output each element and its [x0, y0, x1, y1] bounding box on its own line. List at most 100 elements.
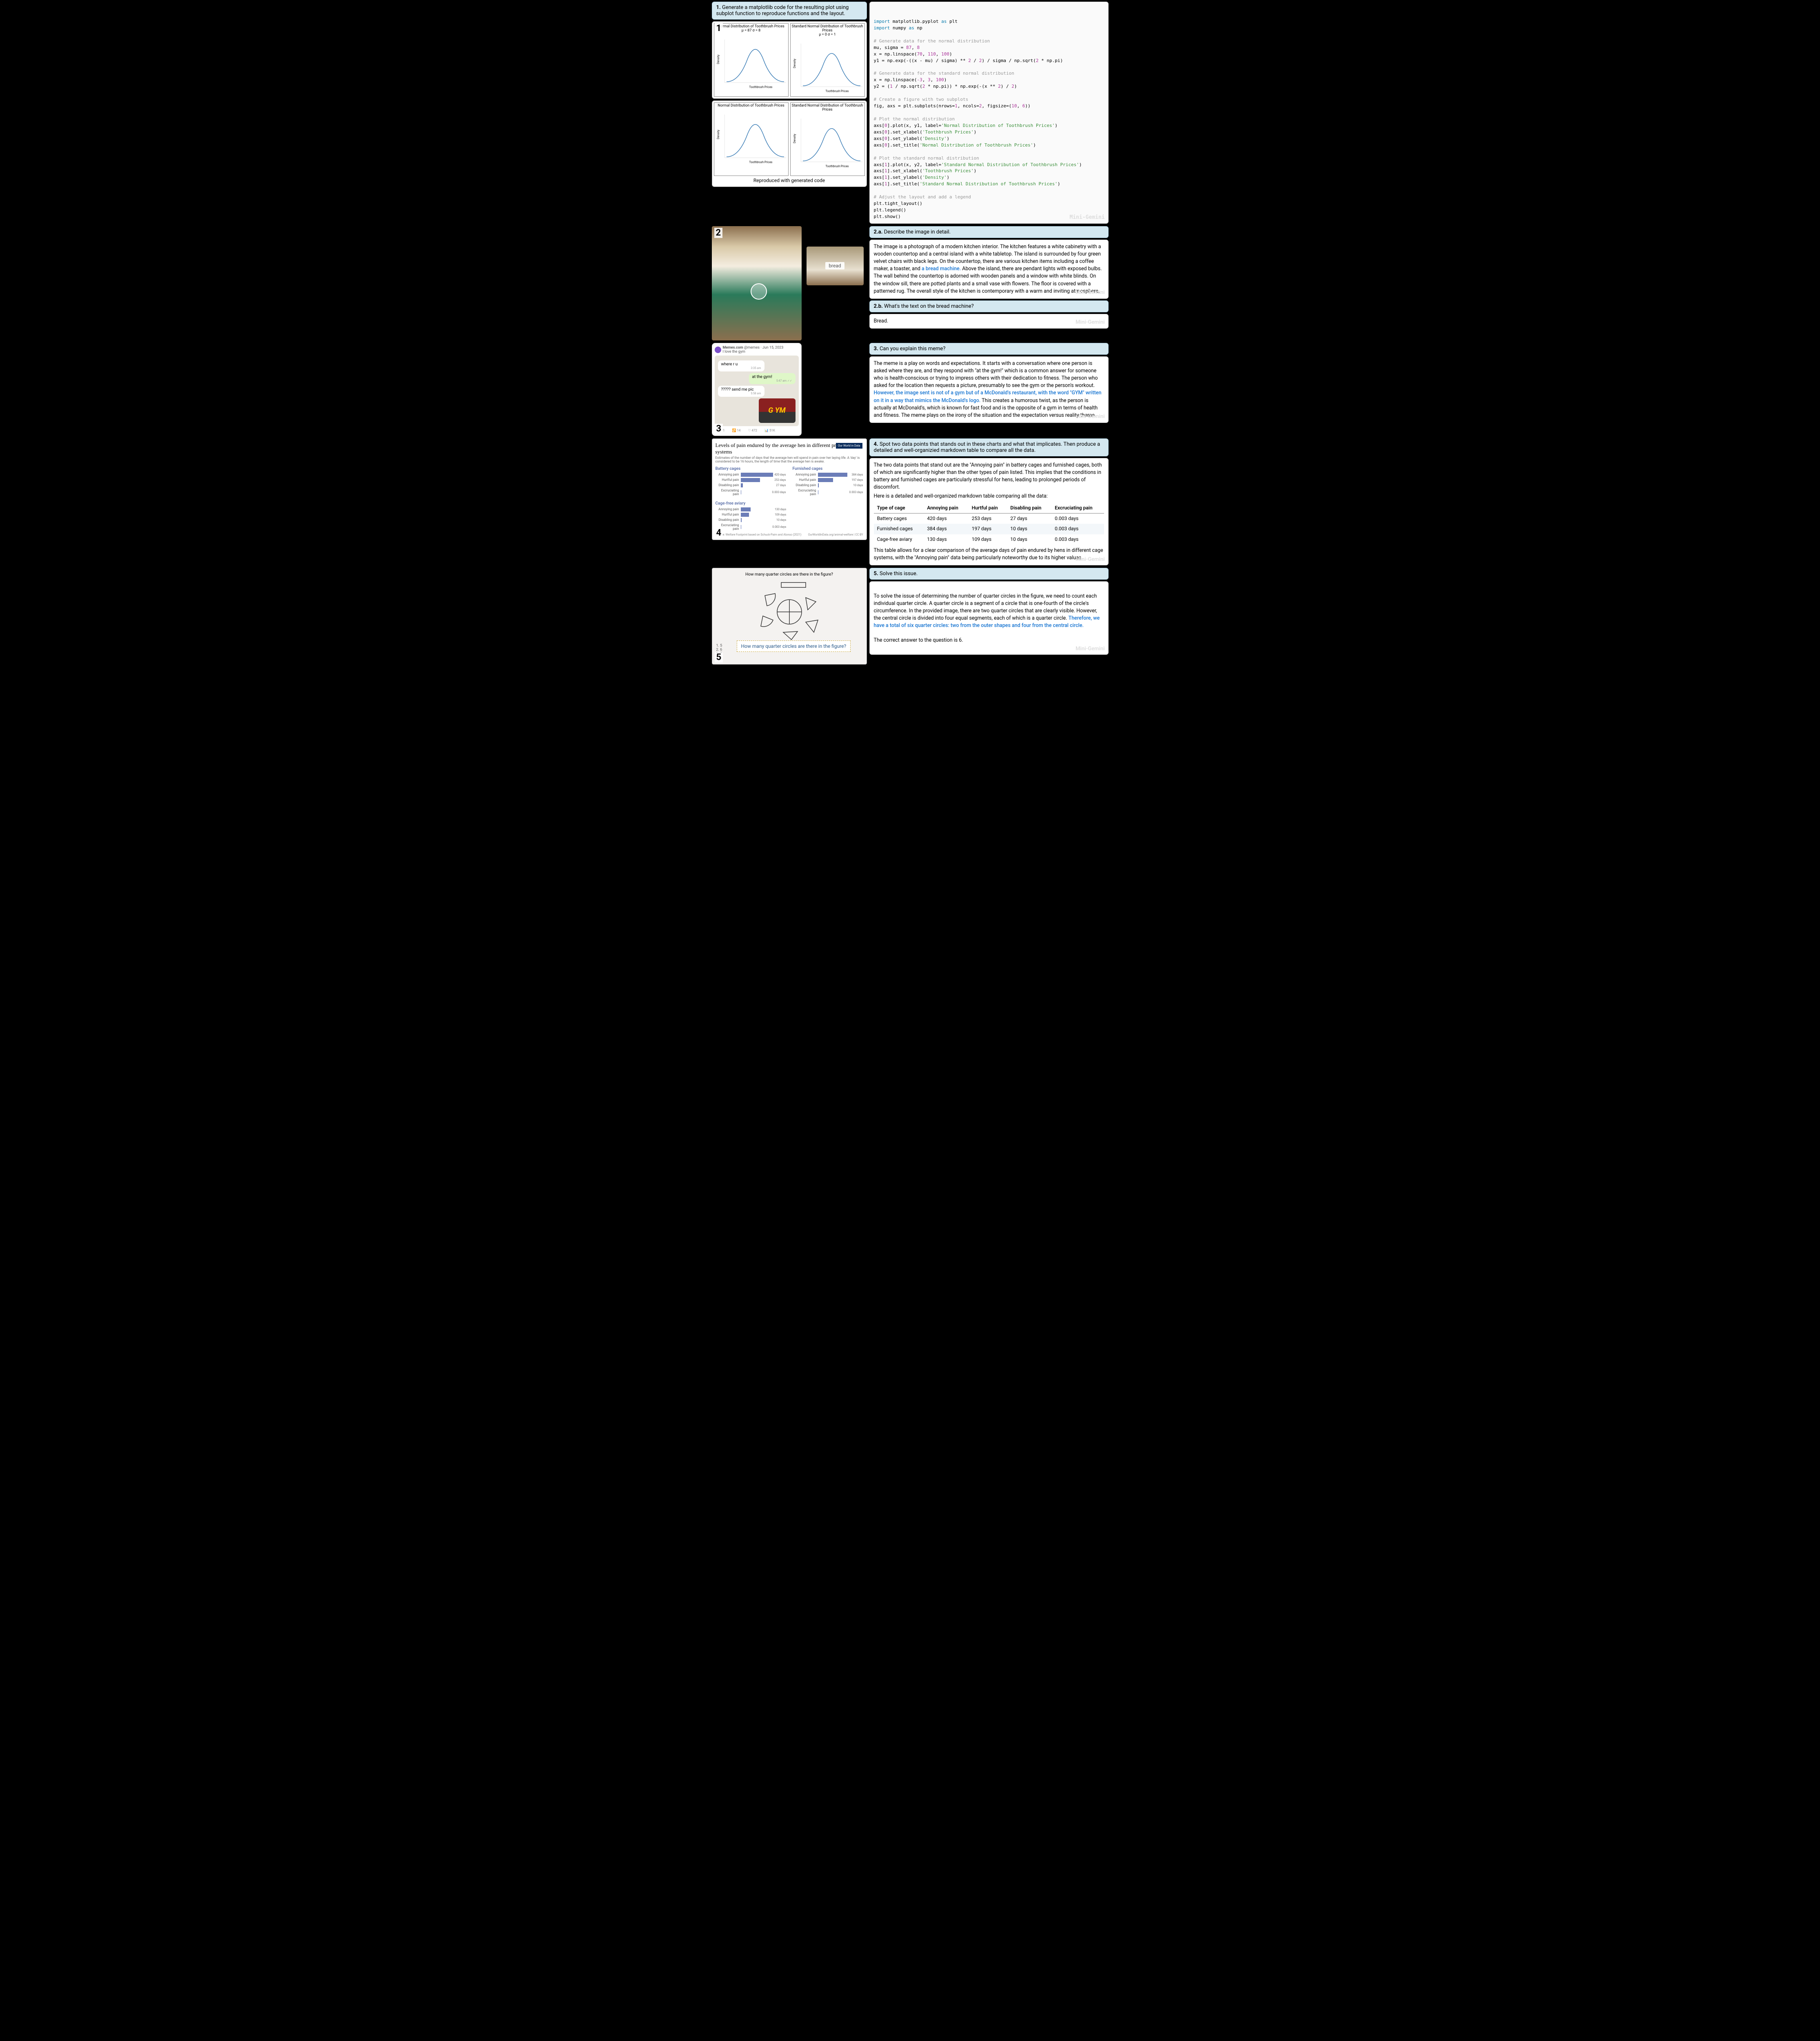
hen-col-cagefree: Cage-free aviary Annoying pain130 days Hu…	[716, 501, 863, 531]
resp-4-a: The two data points that stand out are t…	[874, 462, 1104, 491]
watermark: Mini-Gemini	[1076, 319, 1104, 327]
chart-panel-original: 1 Normal Distribution of Toothbrush Pric…	[712, 21, 867, 99]
chart-b-title-2: Standard Normal Distribution of Toothbru…	[791, 103, 864, 113]
owid-logo: Our World in Data	[836, 443, 862, 449]
prompt-1-num: 1.	[716, 4, 721, 11]
panel-num-5: 5	[715, 652, 723, 663]
prompt-4-text: Spot two data points that stands out in …	[874, 441, 1100, 454]
reproduced-caption: Reproduced with generated code	[714, 176, 865, 185]
normal-curve-svg-2: Density Toothbrush Prices	[714, 109, 788, 166]
chart-b-sub: μ = 0 σ = 1	[819, 33, 836, 37]
svg-text:Toothbrush Prices: Toothbrush Prices	[825, 89, 849, 93]
panel-num-3: 3	[715, 424, 723, 434]
svg-text:Density: Density	[793, 58, 796, 68]
table-row: Furnished cages384 days197 days10 days0.…	[874, 524, 1104, 534]
prompt-1: 1. Generate a matplotlib code for the re…	[712, 2, 867, 20]
resp-2a-hl: a bread machine.	[922, 266, 961, 272]
chat-msg-1: where r u3:35 am	[718, 360, 764, 371]
hen-bar-row: Hurtful pain253 days	[716, 478, 786, 482]
code-block: import matplotlib.pyplot as plt import n…	[869, 2, 1109, 224]
prompt-2b-num: 2.b.	[874, 303, 883, 309]
hen-bar-row: Hurtful pain197 days	[793, 478, 863, 482]
std-curve-svg-2: Density Toothbrush Prices	[791, 113, 864, 170]
std-normal-dist-chart-2: Standard Normal Distribution of Toothbru…	[790, 102, 865, 176]
normal-dist-chart: Normal Distribution of Toothbrush Prices…	[714, 23, 789, 97]
response-4: The two data points that stand out are t…	[869, 458, 1109, 565]
chat-msg-2: at the gym!5:47 am ✓✓	[749, 373, 796, 384]
hen-bar-row: Disabling pain10 days	[793, 483, 863, 487]
hen-bar-row: Annoying pain420 days	[716, 473, 786, 477]
watermark: Mini-Gemini	[1076, 645, 1104, 653]
views-icon: 📊 51K	[764, 429, 775, 432]
meme-caption: I love the gym	[723, 350, 745, 354]
hen-bar-row: Disabling pain27 days	[716, 483, 786, 487]
hen-chart-panel: Our World in Data Levels of pain endured…	[712, 438, 867, 540]
kitchen-crop-image: bread	[807, 247, 864, 285]
watermark: Mini-Gemini	[1076, 289, 1104, 297]
prompt-5: 5. Solve this issue.	[869, 568, 1109, 580]
watermark: Mini-Gemini	[1076, 413, 1104, 421]
std-normal-dist-chart: Standard Normal Distribution of Toothbru…	[790, 23, 865, 97]
hen-col-furnished: Furnished cages Annoying pain384 daysHur…	[793, 467, 863, 497]
magnifier-icon	[751, 283, 767, 300]
chart-a-title: Normal Distribution of Toothbrush Prices	[718, 24, 784, 29]
svg-text:Density: Density	[716, 54, 720, 64]
resp-2b: Bread.	[874, 318, 889, 324]
hen-group-0: Battery cages	[716, 467, 786, 471]
prompt-2a: 2.a. Describe the image in detail.	[869, 226, 1109, 238]
normal-curve-svg: Density Toothbrush Prices	[714, 33, 788, 91]
gym-photo: G YM	[759, 398, 796, 423]
svg-text:Density: Density	[716, 129, 720, 139]
hen-chart-subtitle: Estimates of the number of days that the…	[716, 456, 863, 463]
chart-panel-reproduced: Normal Distribution of Toothbrush Prices…	[712, 100, 867, 187]
svg-text:Toothbrush Prices: Toothbrush Prices	[825, 164, 849, 168]
hen-source: Source: Welfare Footprint based on Schuc…	[716, 533, 863, 536]
hen-bar-row: Annoying pain384 days	[793, 473, 863, 477]
chat-background: where r u3:35 am at the gym!5:47 am ✓✓ ?…	[715, 356, 799, 426]
watermark: Mini-Gemini	[1076, 556, 1104, 564]
resp-5-b: The correct answer to the question is 6.	[874, 637, 963, 643]
response-2b: Bread. Mini-Gemini	[869, 314, 1109, 329]
qc-title: How many quarter circles are there in th…	[716, 572, 862, 577]
qc-zoom-text: How many quarter circles are there in th…	[737, 640, 851, 652]
prompt-1-text: Generate a matplotlib code for the resul…	[716, 4, 849, 17]
table-row: Cage-free aviary130 days109 days10 days0…	[874, 534, 1104, 545]
meme-image: Memes.com @memes · Jun 15, 2023I love th…	[712, 343, 802, 436]
hen-group-1: Furnished cages	[793, 467, 863, 471]
meme-user: Memes.com	[723, 346, 743, 350]
svg-text:Toothbrush Prices: Toothbrush Prices	[749, 160, 772, 164]
resp-3-a: The meme is a play on words and expectat…	[874, 360, 1098, 389]
hen-bar-row: Disabling pain10 days	[716, 518, 787, 522]
meme-header: Memes.com @memes · Jun 15, 2023I love th…	[715, 346, 799, 354]
table-header: Excruciating pain	[1051, 503, 1104, 514]
avatar-icon	[715, 347, 721, 353]
chart-b-title: Standard Normal Distribution of Toothbru…	[792, 24, 863, 33]
panel-num-4: 4	[715, 528, 723, 538]
prompt-3-num: 3.	[874, 346, 878, 352]
prompt-4: 4. Spot two data points that stands out …	[869, 438, 1109, 456]
gym-text: G YM	[768, 406, 785, 415]
kitchen-image	[712, 226, 802, 340]
prompt-5-text: Solve this issue.	[880, 571, 918, 577]
response-5: To solve the issue of determining the nu…	[869, 581, 1109, 655]
hen-group-2: Cage-free aviary	[716, 501, 863, 506]
prompt-4-num: 4.	[874, 441, 878, 447]
hen-bar-row: Excruciating pain0.003 days	[716, 489, 786, 496]
like-icon: ♡ 472	[748, 429, 757, 432]
table-header: Disabling pain	[1007, 503, 1051, 514]
hen-bar-row: Annoying pain130 days	[716, 507, 787, 511]
quarter-circle-figure	[744, 579, 834, 640]
prompt-2a-text: Describe the image in detail.	[884, 229, 951, 235]
table-header: Hurtful pain	[969, 503, 1007, 514]
resp-4-b: Here is a detailed and well-organized ma…	[874, 493, 1104, 500]
bread-label: bread	[825, 262, 844, 269]
hen-bar-row: Excruciating pain0.003 days	[716, 523, 787, 531]
prompt-3: 3. Can you explain this meme?	[869, 343, 1109, 355]
prompt-3-text: Can you explain this meme?	[880, 346, 945, 352]
prompt-2b: 2.b. What's the text on the bread machin…	[869, 300, 1109, 312]
hen-bar-row: Hurtful pain109 days	[716, 513, 787, 517]
hen-bar-row: Excruciating pain0.003 days	[793, 489, 863, 496]
prompt-5-num: 5.	[874, 571, 878, 577]
svg-text:Toothbrush Prices: Toothbrush Prices	[749, 85, 772, 89]
hen-col-battery: Battery cages Annoying pain420 daysHurtf…	[716, 467, 786, 497]
